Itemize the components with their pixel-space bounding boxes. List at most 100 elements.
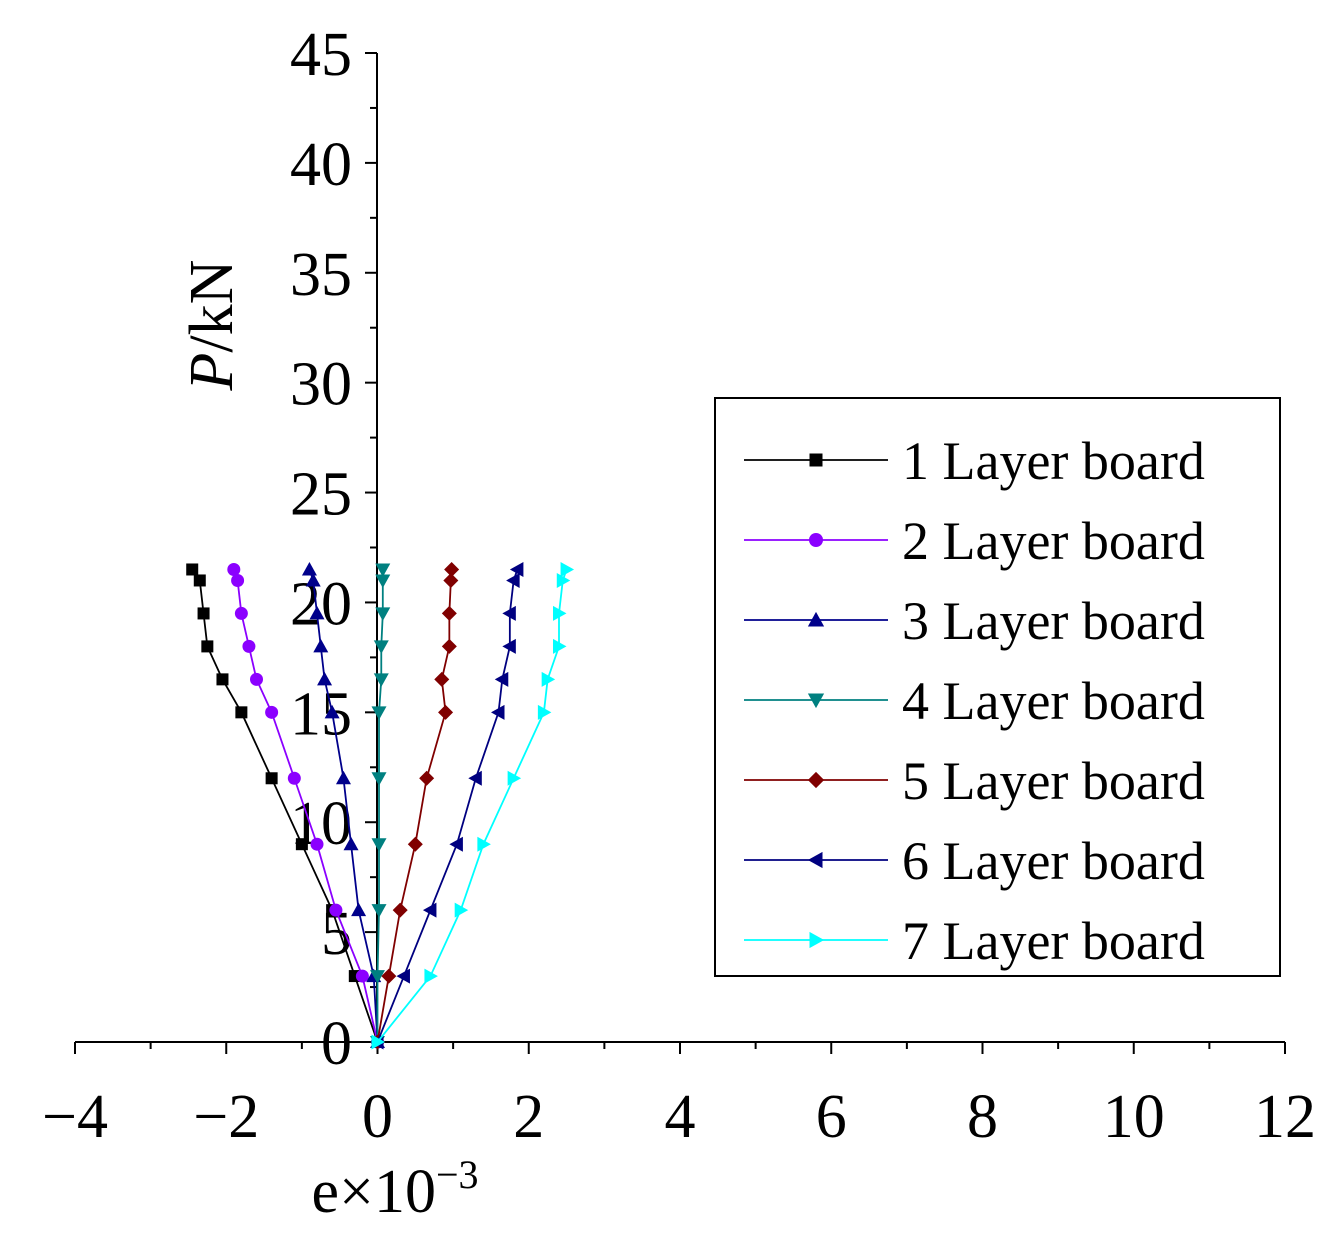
legend-marker [807, 611, 825, 627]
data-point [491, 704, 505, 720]
legend-marker [809, 453, 823, 467]
legend-marker [809, 533, 823, 547]
y-axis-title-italic: P [178, 353, 246, 392]
y-axis-title: P/kN [178, 260, 246, 392]
data-point [227, 562, 241, 576]
y-axis-title-rest: /kN [178, 260, 246, 353]
legend-frame [714, 397, 1281, 977]
x-tick-label: 0 [362, 1083, 393, 1151]
x-tick-label: 10 [1103, 1083, 1165, 1151]
data-point [422, 902, 437, 918]
data-point [375, 574, 391, 588]
legend-marker [809, 931, 825, 949]
legend: 1 Layer board 2 Layer board 3 Layer board 4… [714, 397, 1281, 977]
data-point [371, 838, 387, 852]
data-point [235, 706, 248, 719]
data-point [265, 705, 279, 719]
data-point [373, 673, 389, 687]
legend-item: 3 Layer board [744, 591, 1205, 651]
data-point [444, 561, 460, 577]
x-tick-label: 12 [1254, 1083, 1316, 1151]
legend-item: 4 Layer board [744, 671, 1205, 731]
data-point [351, 902, 367, 917]
series-5 [370, 561, 460, 1050]
data-point [193, 574, 206, 587]
y-tick-label: 15 [290, 680, 352, 748]
data-point [295, 838, 308, 851]
data-point [443, 572, 459, 588]
data-point [537, 704, 552, 720]
data-point [250, 672, 263, 686]
data-point [309, 605, 325, 620]
data-point [370, 970, 385, 984]
x-tick-label: −4 [42, 1083, 108, 1151]
data-point [371, 772, 387, 786]
data-point [231, 573, 245, 587]
legend-label: 6 Layer board [902, 831, 1205, 891]
data-point [265, 772, 278, 785]
x-tick-label: 8 [967, 1083, 998, 1151]
data-point [381, 968, 397, 984]
data-point [234, 606, 248, 620]
data-point [371, 1034, 385, 1050]
legend-label: 7 Layer board [902, 911, 1205, 971]
data-point [186, 563, 199, 576]
y-tick-label: 35 [290, 241, 352, 309]
data-point [197, 607, 210, 620]
data-point [449, 836, 463, 852]
y-tick-label: 0 [321, 1010, 352, 1078]
data-point [329, 903, 343, 917]
data-point [242, 639, 256, 653]
data-point [343, 836, 359, 851]
data-point [494, 671, 509, 687]
data-point [287, 771, 301, 785]
legend-marker [807, 771, 825, 789]
data-point [502, 605, 516, 621]
series-layer [186, 561, 575, 1050]
data-point [468, 770, 482, 786]
x-axis-title: e×10−3 [311, 1152, 478, 1226]
legend-label: 5 Layer board [902, 751, 1205, 811]
x-tick-label: −2 [193, 1083, 259, 1151]
y-tick-label: 30 [290, 351, 352, 419]
data-point [441, 638, 457, 654]
y-tick-label: 45 [290, 21, 352, 89]
data-point [301, 561, 317, 576]
x-axis-title-base: e×10 [311, 1158, 435, 1226]
legend-item: 1 Layer board [744, 431, 1205, 491]
x-tick-label: 2 [513, 1083, 544, 1151]
data-point [375, 563, 391, 577]
legend-marker [807, 851, 823, 869]
data-point [434, 671, 450, 687]
data-point [313, 638, 329, 653]
x-tick-label: 6 [816, 1083, 847, 1151]
data-point [317, 671, 333, 686]
data-point [310, 837, 324, 851]
y-tick-label: 20 [290, 570, 352, 638]
data-point [441, 605, 457, 621]
data-point [373, 640, 389, 654]
data-point [454, 902, 469, 918]
legend-label: 4 Layer board [902, 671, 1205, 731]
series-7 [371, 561, 575, 1050]
legend-marker [807, 693, 825, 709]
data-point [371, 706, 387, 720]
data-point [419, 770, 435, 786]
data-point [201, 640, 214, 653]
data-point [509, 561, 524, 577]
data-point [507, 770, 522, 786]
data-point [553, 605, 567, 621]
legend-item: 7 Layer board [744, 911, 1205, 971]
y-tick-label: 40 [290, 131, 352, 199]
data-point [502, 638, 516, 654]
data-point [556, 572, 571, 588]
series-line [376, 569, 519, 1043]
legend-label: 2 Layer board [902, 511, 1205, 571]
data-point [371, 904, 387, 918]
data-point [438, 704, 454, 720]
x-axis-title-exponent: −3 [436, 1152, 479, 1197]
data-point [541, 671, 556, 687]
data-point [335, 770, 351, 785]
